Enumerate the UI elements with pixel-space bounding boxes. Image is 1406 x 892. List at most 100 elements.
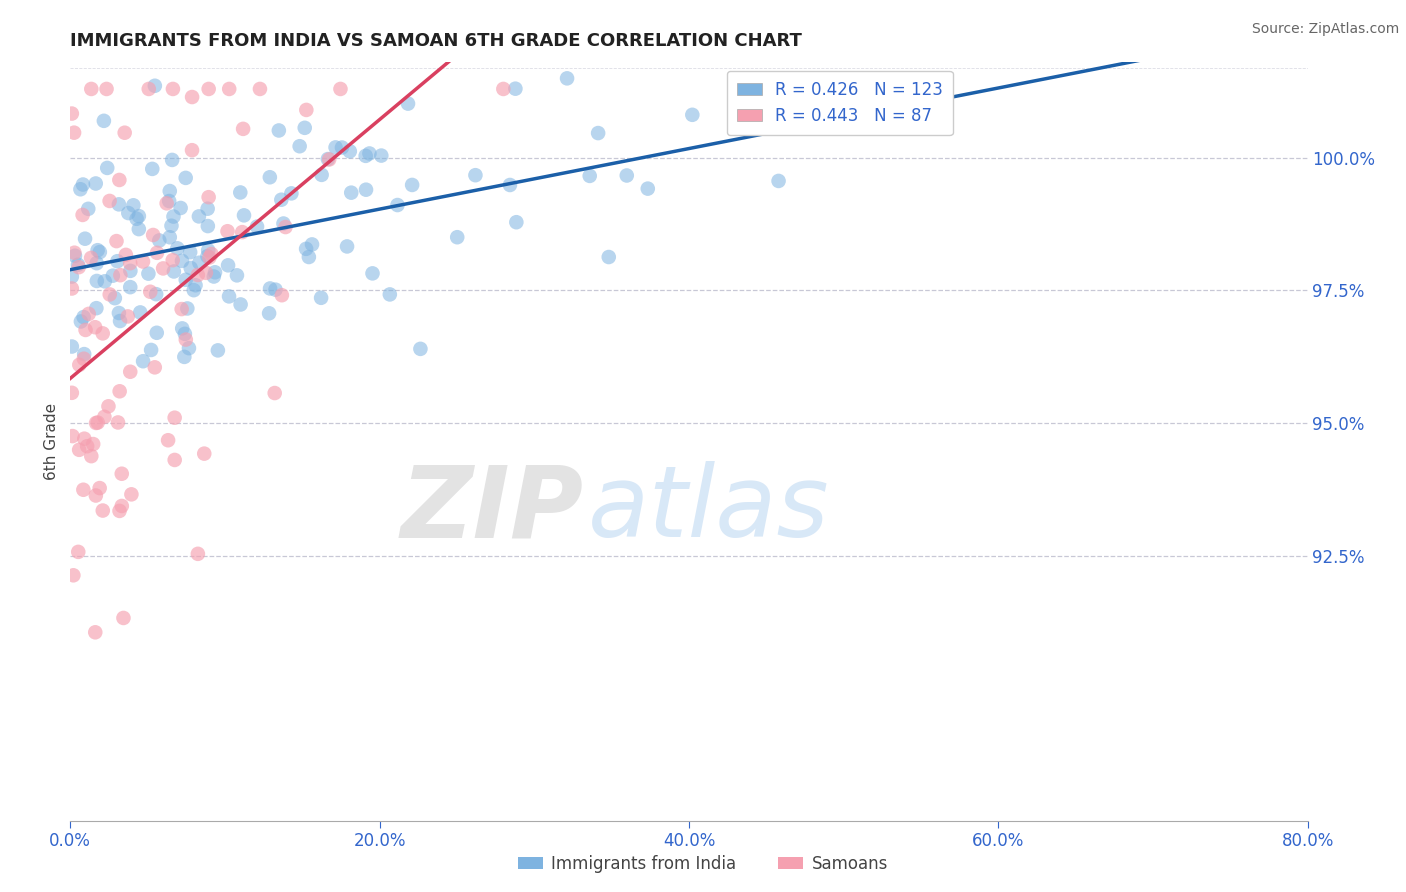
Point — [105, 234, 128, 248]
Point — [120, 280, 142, 294]
Point — [138, 82, 160, 96]
Point — [146, 245, 169, 260]
Point — [91, 503, 114, 517]
Point — [145, 287, 167, 301]
Point — [104, 291, 127, 305]
Point — [91, 326, 114, 341]
Point — [110, 268, 132, 282]
Point — [63, 126, 86, 140]
Point — [288, 139, 311, 153]
Point — [204, 265, 226, 279]
Point — [73, 351, 96, 366]
Point — [174, 333, 197, 347]
Point — [84, 625, 107, 640]
Point — [359, 146, 381, 161]
Point — [163, 264, 186, 278]
Point — [75, 323, 97, 337]
Point — [598, 250, 620, 264]
Point — [60, 385, 83, 400]
Point — [166, 241, 188, 255]
Point — [128, 209, 150, 223]
Point — [184, 278, 207, 293]
Point — [637, 181, 659, 195]
Point — [94, 274, 117, 288]
Point — [180, 260, 202, 275]
Point — [197, 190, 219, 204]
Point — [354, 183, 377, 197]
Point — [329, 82, 352, 96]
Point — [62, 568, 84, 582]
Point — [768, 174, 790, 188]
Point — [108, 173, 131, 187]
Point — [159, 230, 181, 244]
Point — [218, 289, 240, 303]
Point — [93, 113, 115, 128]
Point — [295, 242, 318, 256]
Point — [72, 178, 94, 192]
Point — [72, 483, 94, 497]
Point — [86, 301, 108, 315]
Point — [316, 152, 339, 166]
Point — [129, 305, 152, 319]
Point — [96, 82, 118, 96]
Point — [108, 314, 131, 328]
Point — [172, 321, 194, 335]
Point — [401, 178, 423, 192]
Point — [263, 386, 285, 401]
Point — [132, 354, 155, 368]
Point — [142, 227, 165, 242]
Point — [361, 266, 384, 280]
Point — [325, 140, 347, 154]
Point — [295, 103, 318, 117]
Point — [226, 268, 249, 283]
Point — [229, 297, 252, 311]
Point — [62, 429, 84, 443]
Point — [77, 307, 100, 321]
Point — [108, 197, 131, 211]
Point — [67, 545, 90, 559]
Point — [217, 258, 239, 272]
Point — [139, 285, 162, 299]
Point — [202, 269, 225, 284]
Point — [232, 121, 254, 136]
Point — [60, 269, 83, 284]
Point — [499, 178, 522, 192]
Point — [578, 169, 600, 183]
Point — [108, 504, 131, 518]
Point — [108, 306, 131, 320]
Point — [207, 343, 229, 358]
Point — [197, 202, 219, 216]
Point — [162, 210, 184, 224]
Text: atlas: atlas — [588, 461, 830, 558]
Point — [72, 310, 94, 324]
Point — [257, 306, 280, 320]
Point — [396, 96, 419, 111]
Point — [446, 230, 468, 244]
Point — [378, 287, 401, 301]
Point — [111, 467, 134, 481]
Point — [152, 261, 174, 276]
Point — [143, 360, 166, 375]
Point — [148, 234, 170, 248]
Point — [193, 447, 215, 461]
Point — [157, 434, 180, 448]
Point — [197, 244, 219, 258]
Point — [89, 481, 111, 495]
Point — [270, 288, 292, 302]
Point — [181, 90, 204, 104]
Point — [681, 108, 703, 122]
Point — [163, 453, 186, 467]
Point — [80, 82, 103, 96]
Point — [160, 153, 183, 167]
Point — [174, 170, 197, 185]
Point — [115, 248, 138, 262]
Point — [267, 123, 290, 137]
Point — [108, 384, 131, 399]
Point — [60, 339, 83, 353]
Text: Source: ZipAtlas.com: Source: ZipAtlas.com — [1251, 22, 1399, 37]
Point — [162, 253, 184, 268]
Point — [86, 274, 108, 288]
Point — [67, 442, 90, 457]
Point — [188, 256, 211, 270]
Point — [339, 145, 361, 159]
